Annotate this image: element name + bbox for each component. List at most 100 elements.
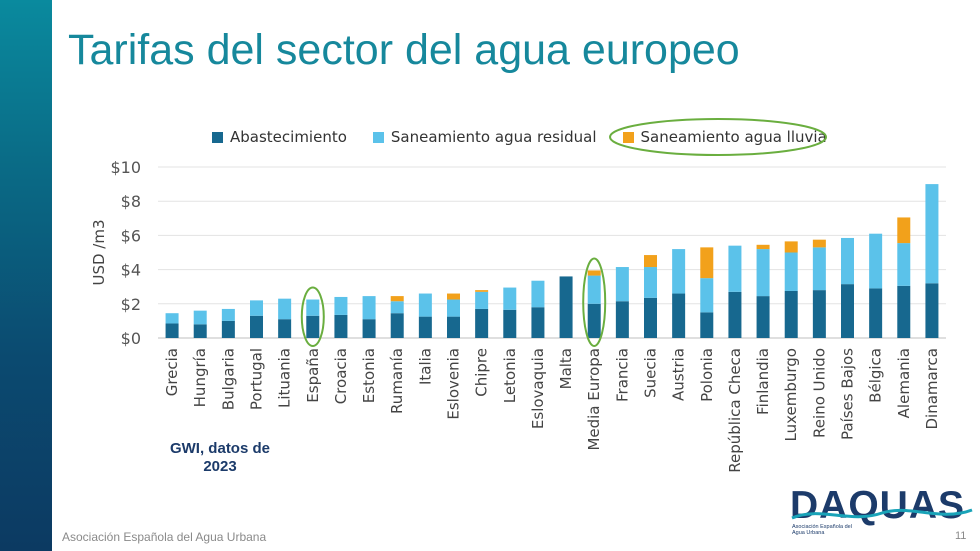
- bar-segment: [475, 291, 489, 309]
- bar-segment: [250, 315, 263, 338]
- x-tick-label: España: [304, 348, 322, 403]
- bar-segment: [306, 299, 320, 316]
- legend-label-lluvia: Saneamiento agua lluvia: [640, 128, 827, 146]
- daquas-logo: DAQUAS Asociación Española del Agua Urba…: [790, 486, 974, 546]
- bar-segment: [841, 237, 854, 285]
- highlight-ellipse: [582, 257, 607, 348]
- bar-segment: [672, 293, 686, 338]
- bar-segment: [812, 239, 826, 248]
- bar-segment: [193, 324, 207, 338]
- chart-legend: Abastecimiento Saneamiento agua residual…: [212, 124, 853, 150]
- bar-segment: [897, 243, 911, 286]
- bar-segment: [278, 319, 292, 338]
- x-tick-label: Eslovenia: [445, 348, 463, 420]
- legend-swatch-abastecimiento: [212, 131, 223, 143]
- bar-segment: [756, 249, 770, 297]
- bar-segment: [278, 298, 292, 320]
- x-tick-label: Dinamarca: [923, 348, 941, 430]
- x-tick-label: Alemania: [895, 348, 913, 418]
- bar-segment: [756, 244, 770, 250]
- bar-segment: [925, 184, 939, 284]
- sidebar-accent-band: [0, 0, 52, 551]
- x-tick-label: República Checa: [726, 348, 744, 473]
- x-tick-label: Grecia: [163, 348, 181, 396]
- bar-segment: [531, 280, 545, 308]
- highlight-ellipse: [300, 286, 325, 348]
- x-tick-label: Suecia: [642, 348, 660, 398]
- x-tick-label: Bulgaria: [219, 348, 237, 410]
- legend-item-abastecimiento: Abastecimiento: [212, 128, 347, 146]
- logo-subtitle: Asociación Española del Agua Urbana: [792, 524, 852, 536]
- bar-segment: [728, 291, 742, 338]
- legend-item-residual: Saneamiento agua residual: [372, 128, 597, 146]
- legend-swatch-lluvia: [622, 131, 634, 143]
- footer-organization: Asociación Española del Agua Urbana: [62, 530, 267, 544]
- x-tick-label: Media Europa: [585, 348, 603, 451]
- x-tick-label: Finlandia: [754, 348, 772, 415]
- bar-segment: [700, 247, 714, 279]
- bar-segment: [587, 303, 601, 338]
- bar-segment: [869, 233, 883, 289]
- legend-label-abastecimiento: Abastecimiento: [230, 128, 347, 146]
- source-note: GWI, datos de 2023: [169, 440, 270, 475]
- bar-segment: [306, 315, 320, 338]
- bar-segment: [165, 313, 179, 324]
- x-tick-label: Polonia: [698, 348, 716, 402]
- y-tick-label: $10: [110, 158, 141, 177]
- bar-segment: [390, 301, 404, 314]
- x-tick-label: Francia: [613, 348, 631, 402]
- bar-segment: [644, 255, 657, 268]
- x-tick-label: Rumanía: [388, 348, 406, 414]
- y-tick-label: $4: [121, 261, 141, 280]
- bar-segment: [615, 301, 629, 338]
- bar-segment: [475, 308, 489, 338]
- bar-segment: [841, 284, 854, 338]
- x-tick-label: Chipre: [473, 348, 491, 397]
- bar-segment: [869, 288, 883, 338]
- bar-segment: [418, 316, 432, 338]
- bar-segment: [784, 290, 798, 338]
- bar-segment: [418, 293, 432, 317]
- page-number: 11: [955, 530, 967, 542]
- x-tick-label: Malta: [557, 348, 575, 389]
- bar-segment: [334, 296, 348, 315]
- bar-segment: [812, 290, 826, 338]
- bar-segment: [812, 247, 826, 291]
- legend-swatch-residual: [372, 131, 384, 143]
- bar-segment: [250, 300, 263, 316]
- bar-segment: [390, 313, 404, 338]
- bar-segment: [587, 270, 601, 276]
- y-tick-label: $0: [121, 329, 141, 348]
- bar-segment: [700, 312, 714, 338]
- bar-segment: [925, 283, 939, 338]
- bar-segment: [447, 299, 460, 317]
- bar-segment: [221, 320, 235, 338]
- x-tick-label: Letonia: [501, 348, 519, 403]
- bar-segment: [587, 275, 601, 304]
- bar-segment: [672, 249, 686, 294]
- bar-segment: [644, 297, 657, 338]
- bar-segment: [531, 307, 545, 338]
- bar-segment: [362, 319, 376, 338]
- x-tick-label: Austria: [670, 348, 688, 401]
- x-tick-label: Italia: [416, 348, 434, 385]
- bar-segment: [756, 296, 770, 338]
- bar-segment: [784, 252, 798, 291]
- x-tick-label: Estonia: [360, 348, 378, 403]
- x-tick-label: Portugal: [248, 348, 266, 410]
- bar-segment: [334, 314, 348, 338]
- y-tick-label: $8: [121, 192, 141, 211]
- bar-segment: [559, 276, 573, 338]
- x-tick-label: Reino Unido: [810, 348, 828, 438]
- bar-segment: [897, 285, 911, 338]
- bar-segment: [503, 287, 517, 310]
- x-tick-label: Luxemburgo: [782, 348, 800, 442]
- logo-wave-icon: [791, 508, 973, 520]
- slide-title: Tarifas del sector del agua europeo: [68, 26, 740, 74]
- logo-wordmark: DAQUAS: [790, 484, 966, 527]
- legend-highlight-ellipse: [609, 118, 827, 156]
- x-tick-label: Lituania: [276, 348, 294, 408]
- bar-segment: [447, 293, 460, 300]
- x-tick-label: Hungría: [191, 348, 209, 407]
